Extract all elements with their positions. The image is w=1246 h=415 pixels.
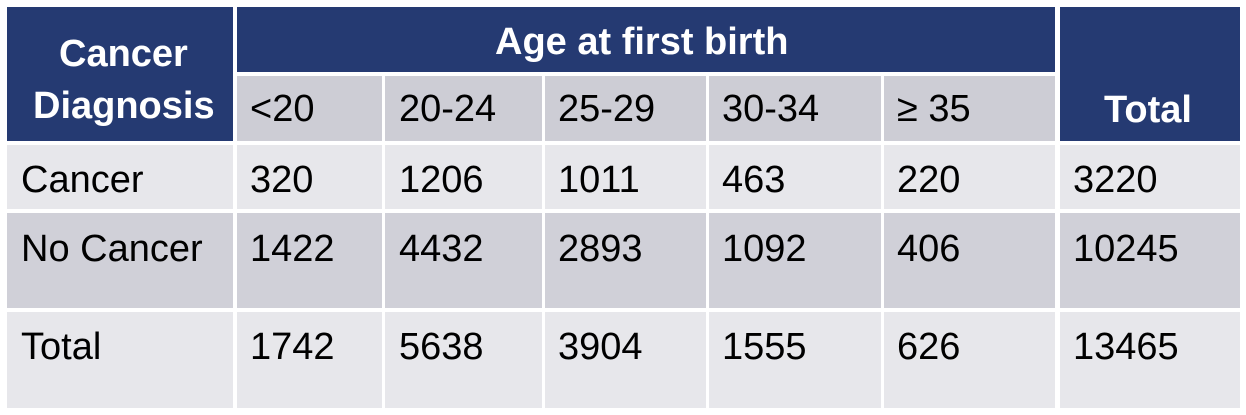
column-divider: [542, 145, 545, 408]
age-group-label: <20: [250, 88, 315, 130]
row-total: 3220: [1073, 159, 1158, 201]
row-label: Total: [21, 326, 102, 368]
age-group-label: 20-24: [399, 88, 497, 130]
cell-value: 4432: [399, 228, 484, 270]
age-group-header: <20: [237, 76, 382, 141]
group-header-cell: Age at first birth: [237, 7, 1055, 72]
cell-value: 626: [897, 326, 961, 368]
row-label: Cancer: [21, 159, 144, 201]
cell-value: 220: [897, 159, 961, 201]
age-group-header: 20-24: [385, 76, 542, 141]
column-divider: [706, 145, 709, 408]
row-header-label-line2: Diagnosis: [33, 85, 215, 127]
total-header-label: Total: [1104, 89, 1192, 131]
row-label: No Cancer: [21, 228, 203, 270]
table-row: [7, 145, 1240, 209]
column-divider: [1055, 145, 1060, 408]
cell-value: 1422: [250, 228, 335, 270]
cell-value: 1011: [558, 159, 640, 201]
cell-value: 1742: [250, 326, 335, 368]
group-header-label: Age at first birth: [495, 21, 789, 63]
cell-value: 1092: [722, 228, 807, 270]
age-group-label: 25-29: [558, 88, 656, 130]
row-total: 10245: [1073, 228, 1179, 270]
age-group-label: ≥ 35: [897, 88, 971, 130]
table-row: [7, 312, 1240, 408]
column-divider: [881, 145, 884, 408]
cell-value: 406: [897, 228, 961, 270]
cell-value: 3904: [558, 326, 643, 368]
total-header-cell: Total: [1060, 7, 1240, 141]
row-header-label-line1: Cancer: [59, 33, 188, 75]
row-total: 13465: [1073, 326, 1179, 368]
column-divider: [233, 145, 237, 408]
row-header-cell: Cancer Diagnosis: [7, 7, 233, 141]
cell-value: 5638: [399, 326, 484, 368]
cell-value: 463: [722, 159, 786, 201]
cell-value: 1206: [399, 159, 484, 201]
age-group-header: ≥ 35: [884, 76, 1055, 141]
age-group-header: 25-29: [545, 76, 706, 141]
cell-value: 2893: [558, 228, 643, 270]
age-group-label: 30-34: [722, 88, 820, 130]
age-group-header: 30-34: [709, 76, 881, 141]
cell-value: 320: [250, 159, 314, 201]
cell-value: 1555: [722, 326, 807, 368]
table-row: [7, 213, 1240, 308]
column-divider: [382, 145, 385, 408]
